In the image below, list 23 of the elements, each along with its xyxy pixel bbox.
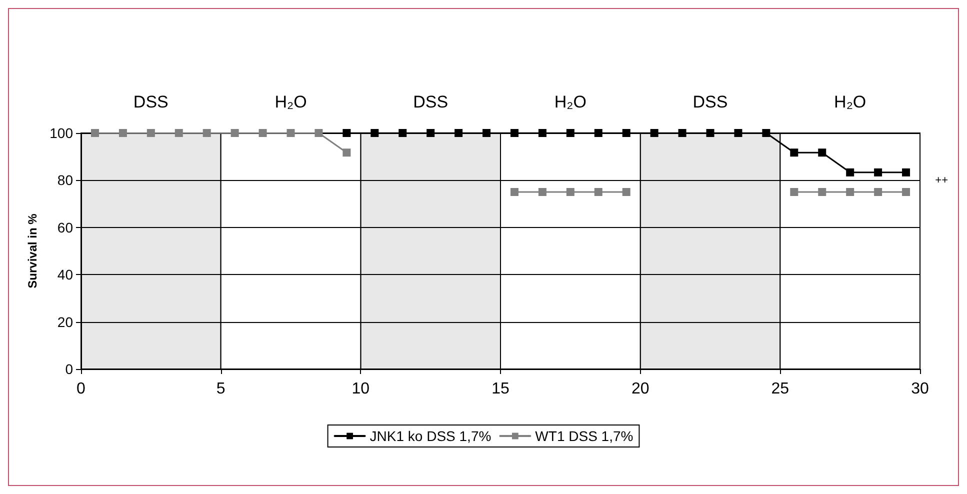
x-tick-label: 30 xyxy=(911,380,929,398)
x-tick-label: 0 xyxy=(76,380,86,398)
y-tick-label: 60 xyxy=(57,219,74,236)
band-label: H₂O xyxy=(834,92,866,112)
y-tick-label: 80 xyxy=(57,172,74,188)
legend-label: JNK1 ko DSS 1,7% xyxy=(370,428,492,444)
y-axis-title: Survival in % xyxy=(26,213,40,288)
text: ++ xyxy=(935,174,948,186)
x-tick-label: 5 xyxy=(216,380,226,398)
x-tick-label: 20 xyxy=(631,380,650,398)
band-label: DSS xyxy=(413,92,448,112)
y-tick-label: 100 xyxy=(50,125,74,141)
y-tick-label: 20 xyxy=(57,314,74,330)
x-tick-label: 25 xyxy=(771,380,790,398)
band-label: DSS xyxy=(133,92,168,112)
x-tick-label: 15 xyxy=(492,380,510,398)
legend-label: WT1 DSS 1,7% xyxy=(535,428,634,444)
y-tick-label: 0 xyxy=(65,361,74,377)
y-tick-label: 40 xyxy=(57,266,74,283)
band-label: H₂O xyxy=(554,92,586,112)
band-label: DSS xyxy=(692,92,728,112)
x-tick-label: 10 xyxy=(352,380,370,398)
band-label: H₂O xyxy=(274,92,307,112)
